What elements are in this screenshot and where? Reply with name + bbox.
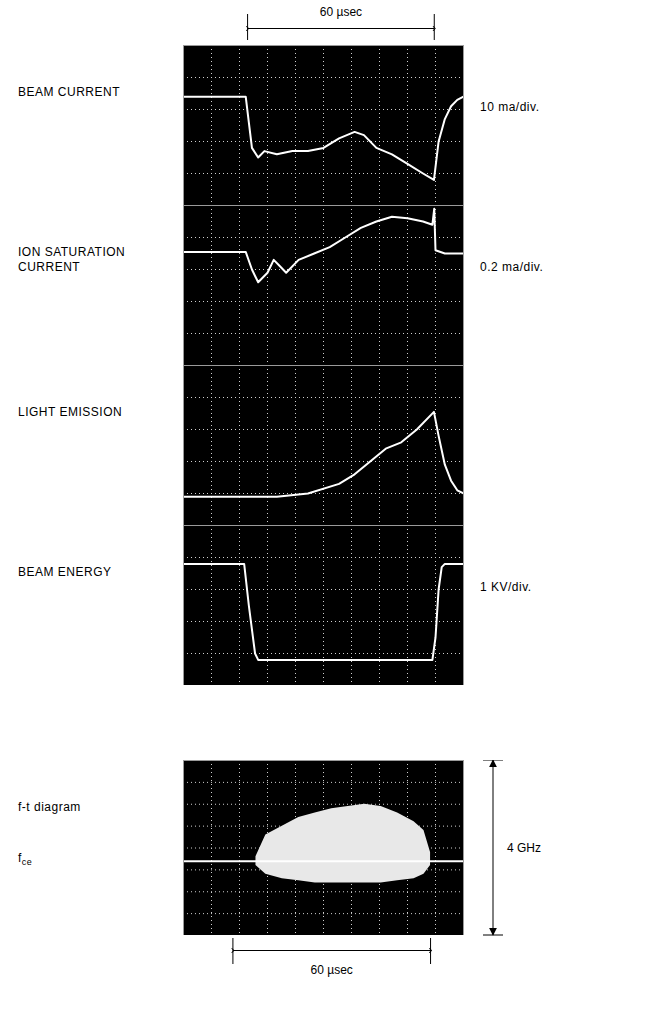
html-text:0.2 ma/div.: 0.2 ma/div. [480, 260, 544, 274]
html-text:ION SATURATION CURRENT: ION SATURATION CURRENT [18, 245, 126, 274]
html-text:fce: fce [18, 850, 33, 867]
svg-text:60 µsec: 60 µsec [320, 5, 362, 19]
svg-text:60 µsec: 60 µsec [311, 963, 353, 977]
html-text:10 ma/div.: 10 ma/div. [480, 100, 540, 114]
html-text:1 KV/div.: 1 KV/div. [480, 580, 532, 594]
html-text:BEAM CURRENT: BEAM CURRENT [18, 85, 120, 99]
svg-text:4 GHz: 4 GHz [507, 841, 541, 855]
html-text:BEAM ENERGY: BEAM ENERGY [18, 565, 112, 579]
html-text:LIGHT EMISSION: LIGHT EMISSION [18, 405, 123, 419]
html-text:f-t diagram: f-t diagram [18, 800, 81, 814]
